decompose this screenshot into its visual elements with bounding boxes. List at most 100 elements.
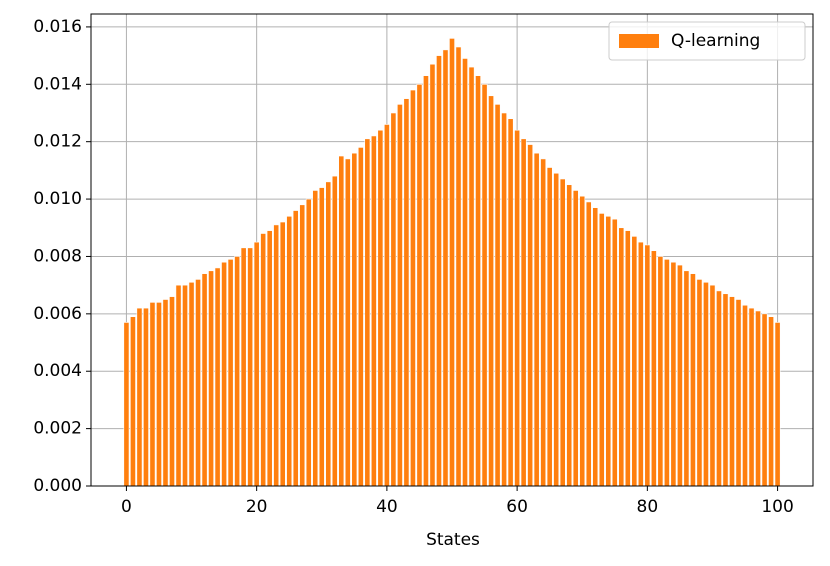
- bar: [286, 215, 293, 487]
- bar: [195, 279, 201, 487]
- bar: [299, 204, 306, 487]
- bars: [123, 38, 781, 487]
- bar: [305, 198, 312, 487]
- y-tick-label: 0.014: [33, 74, 82, 94]
- bar: [123, 322, 130, 487]
- bar: [533, 152, 540, 487]
- plot-frame: [90, 13, 814, 487]
- bar: [624, 230, 631, 487]
- bar: [618, 227, 625, 487]
- bar: [637, 241, 644, 487]
- x-tick-label: 40: [376, 497, 398, 517]
- bar: [201, 273, 208, 487]
- legend-label: Q-learning: [671, 31, 760, 51]
- bar: [690, 273, 696, 487]
- legend-swatch: [619, 34, 659, 48]
- bar: [462, 58, 468, 487]
- bar: [449, 38, 455, 487]
- bar: [149, 302, 156, 487]
- bar: [579, 195, 586, 487]
- bar: [208, 270, 214, 487]
- bar: [611, 218, 618, 487]
- x-tick-label: 100: [761, 497, 793, 517]
- x-axis-label: States: [426, 530, 480, 550]
- bar: [507, 118, 514, 487]
- bar: [729, 296, 735, 487]
- bar: [221, 261, 228, 487]
- bar: [390, 112, 397, 487]
- bar: [397, 104, 403, 487]
- bar: [227, 259, 234, 487]
- bar: [663, 259, 670, 487]
- bar: [357, 147, 364, 487]
- bar: [709, 284, 716, 487]
- bar: [572, 190, 579, 487]
- bar: [188, 281, 195, 487]
- bar: [650, 250, 657, 487]
- bar: [410, 89, 416, 487]
- bar: [260, 233, 267, 487]
- bar: [383, 124, 390, 487]
- bar: [377, 129, 384, 487]
- bar: [136, 307, 143, 487]
- bar: [403, 98, 410, 487]
- bar: [162, 299, 169, 487]
- bar: [527, 144, 534, 487]
- bar: [130, 316, 136, 487]
- bar: [169, 296, 175, 487]
- bar: [156, 302, 162, 487]
- y-tick-label: 0.008: [33, 246, 82, 266]
- bar: [175, 284, 182, 487]
- bar: [455, 46, 462, 487]
- y-tick-label: 0.010: [33, 189, 82, 209]
- bar: [338, 155, 345, 487]
- x-tick-label: 80: [637, 497, 659, 517]
- bar: [605, 215, 612, 487]
- bar: [475, 75, 481, 487]
- bar: [494, 104, 501, 487]
- y-tick-label: 0.006: [33, 304, 82, 324]
- bar: [755, 310, 761, 487]
- bar: [631, 236, 638, 487]
- x-tick-label: 60: [506, 497, 528, 517]
- bar: [722, 293, 729, 487]
- bar: [735, 299, 742, 487]
- bar: [279, 221, 286, 487]
- legend-box: [608, 21, 806, 61]
- y-tick-label: 0.012: [33, 132, 82, 152]
- bar: [592, 207, 599, 487]
- bar: [429, 63, 436, 487]
- bar: [585, 201, 592, 487]
- bar: [768, 316, 774, 487]
- y-tick-label: 0.002: [33, 419, 82, 439]
- bar: [481, 83, 488, 487]
- bar: [214, 267, 221, 487]
- bar: [683, 270, 690, 487]
- bar: [292, 210, 299, 487]
- bar: [676, 264, 683, 487]
- bar: [423, 75, 429, 487]
- bar: [761, 313, 768, 487]
- bar: [312, 190, 319, 487]
- bar: [253, 241, 260, 487]
- bar: [266, 230, 273, 487]
- bar: [774, 322, 781, 487]
- bar: [598, 213, 605, 487]
- bar: [247, 247, 254, 487]
- bar: [364, 138, 371, 487]
- bar: [182, 284, 188, 487]
- bar: [566, 184, 573, 487]
- y-tick-label: 0.004: [33, 361, 82, 381]
- bar: [416, 83, 423, 487]
- bar: [344, 158, 351, 487]
- bar: [553, 172, 560, 487]
- bar: [520, 138, 527, 487]
- bar: [546, 167, 553, 487]
- bar: [670, 261, 677, 487]
- bar: [488, 95, 494, 487]
- bar: [559, 178, 566, 487]
- x-tick-label: 20: [246, 497, 268, 517]
- bar: [703, 281, 709, 487]
- bar: [540, 158, 547, 487]
